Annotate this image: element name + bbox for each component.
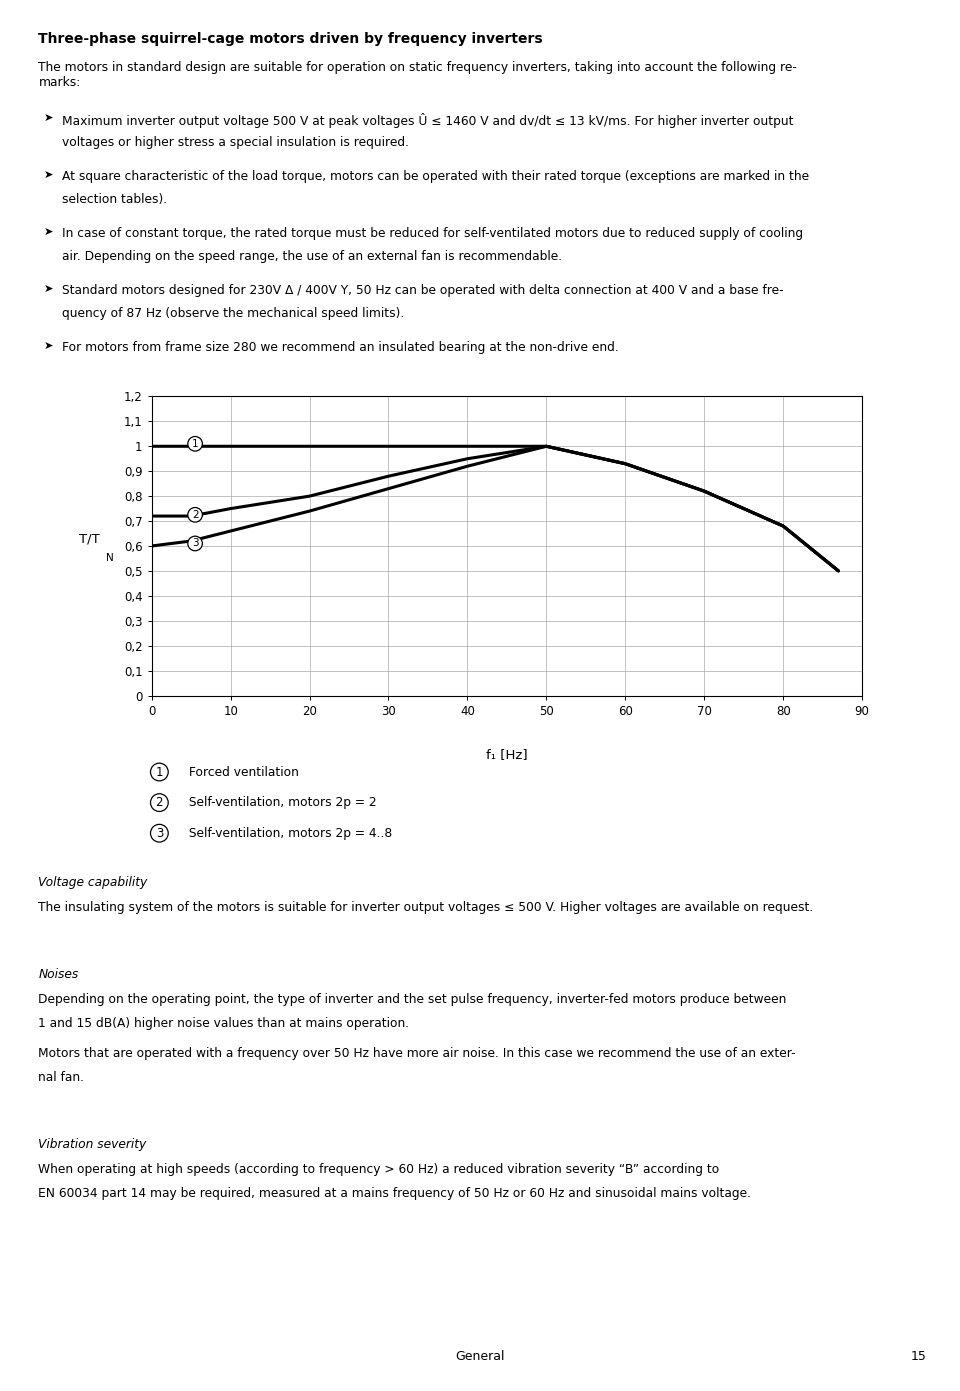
Text: quency of 87 Hz (observe the mechanical speed limits).: quency of 87 Hz (observe the mechanical … — [62, 307, 405, 320]
Text: When operating at high speeds (according to frequency > 60 Hz) a reduced vibrati: When operating at high speeds (according… — [38, 1163, 720, 1175]
Text: voltages or higher stress a special insulation is required.: voltages or higher stress a special insu… — [62, 136, 409, 149]
Text: 3: 3 — [156, 826, 163, 840]
Text: At square characteristic of the load torque, motors can be operated with their r: At square characteristic of the load tor… — [62, 170, 809, 182]
Text: Self-ventilation, motors 2p = 2: Self-ventilation, motors 2p = 2 — [185, 796, 377, 810]
Text: 1 and 15 dB(A) higher noise values than at mains operation.: 1 and 15 dB(A) higher noise values than … — [38, 1017, 410, 1029]
Text: 2: 2 — [192, 510, 199, 520]
Text: ➤: ➤ — [44, 341, 54, 351]
Text: 15: 15 — [910, 1351, 926, 1363]
Text: 3: 3 — [192, 538, 199, 548]
Text: 1: 1 — [192, 438, 199, 449]
Text: Forced ventilation: Forced ventilation — [185, 765, 300, 779]
Text: nal fan.: nal fan. — [38, 1071, 84, 1084]
Text: Standard motors designed for 230V Δ / 400V Y, 50 Hz can be operated with delta c: Standard motors designed for 230V Δ / 40… — [62, 284, 784, 296]
Text: General: General — [455, 1351, 505, 1363]
Text: Three-phase squirrel-cage motors driven by frequency inverters: Three-phase squirrel-cage motors driven … — [38, 32, 543, 46]
Text: The insulating system of the motors is suitable for inverter output voltages ≤ 5: The insulating system of the motors is s… — [38, 901, 814, 914]
Text: Self-ventilation, motors 2p = 4..8: Self-ventilation, motors 2p = 4..8 — [185, 826, 393, 840]
Text: Noises: Noises — [38, 968, 79, 981]
Text: Maximum inverter output voltage 500 V at peak voltages Û ≤ 1460 V and dv/dt ≤ 13: Maximum inverter output voltage 500 V at… — [62, 113, 794, 128]
Text: 2: 2 — [156, 796, 163, 810]
Text: f₁ [Hz]: f₁ [Hz] — [486, 748, 528, 761]
Text: EN 60034 part 14 may be required, measured at a mains frequency of 50 Hz or 60 H: EN 60034 part 14 may be required, measur… — [38, 1187, 752, 1199]
Text: ➤: ➤ — [44, 170, 54, 179]
Text: 1: 1 — [156, 765, 163, 779]
Text: Motors that are operated with a frequency over 50 Hz have more air noise. In thi: Motors that are operated with a frequenc… — [38, 1047, 796, 1060]
Text: selection tables).: selection tables). — [62, 193, 168, 206]
Text: For motors from frame size 280 we recommend an insulated bearing at the non-driv: For motors from frame size 280 we recomm… — [62, 341, 619, 353]
Text: ➤: ➤ — [44, 284, 54, 294]
Text: Voltage capability: Voltage capability — [38, 876, 148, 889]
Text: ➤: ➤ — [44, 113, 54, 122]
Text: air. Depending on the speed range, the use of an external fan is recommendable.: air. Depending on the speed range, the u… — [62, 250, 563, 263]
Text: N: N — [106, 554, 113, 563]
Text: ➤: ➤ — [44, 227, 54, 236]
Text: Depending on the operating point, the type of inverter and the set pulse frequen: Depending on the operating point, the ty… — [38, 993, 787, 1006]
Text: Vibration severity: Vibration severity — [38, 1138, 147, 1150]
Text: T/T: T/T — [79, 533, 100, 545]
Text: The motors in standard design are suitable for operation on static frequency inv: The motors in standard design are suitab… — [38, 61, 797, 89]
Text: In case of constant torque, the rated torque must be reduced for self-ventilated: In case of constant torque, the rated to… — [62, 227, 804, 239]
